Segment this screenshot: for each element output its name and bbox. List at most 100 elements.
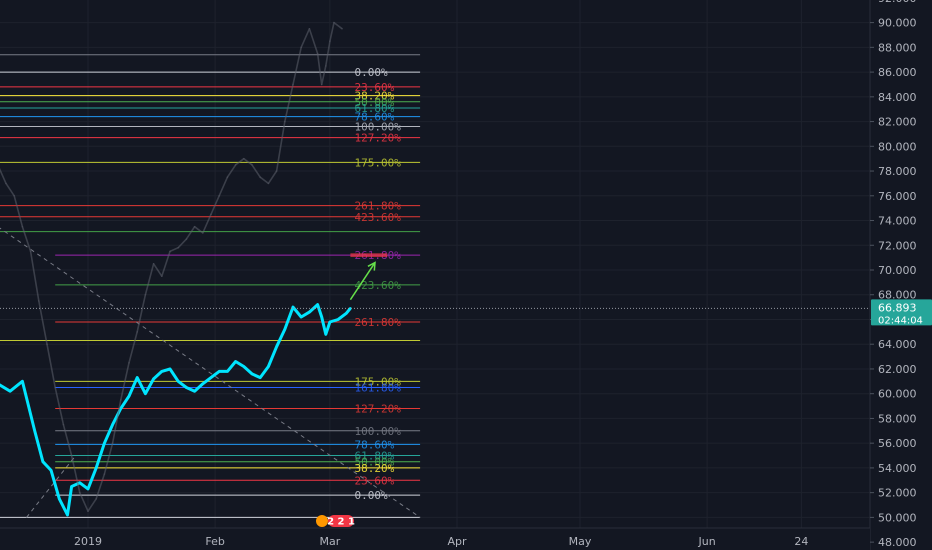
- fib-level-label: 175.00%: [355, 375, 402, 388]
- price-tick-label: 90.000: [878, 17, 917, 30]
- ghost-price-point: [177, 246, 179, 249]
- price-tick-label: 64.000: [878, 338, 917, 351]
- price-tick-label: 56.000: [878, 437, 917, 450]
- trendline: [0, 227, 421, 518]
- ghost-price-point: [169, 250, 171, 253]
- price-point: [259, 376, 262, 379]
- price-point: [177, 380, 180, 383]
- ghost-price-point: [46, 343, 48, 346]
- price-tick-label: 86.000: [878, 66, 917, 79]
- price-point: [193, 390, 196, 393]
- price-point: [275, 345, 278, 348]
- price-point: [209, 376, 213, 379]
- fib-level-label: 38.20%: [355, 462, 395, 475]
- price-point: [111, 423, 114, 426]
- events-badge-text: 2 2 1: [327, 517, 355, 528]
- fib-levels: 0.00%23.60%38.20%50.00%61.80%78.60%100.0…: [0, 66, 421, 502]
- ghost-price-point: [79, 491, 81, 494]
- price-point: [21, 380, 24, 383]
- ghost-price-point: [308, 27, 311, 30]
- fib-level-label: 78.60%: [355, 111, 395, 124]
- fib-level-label: 23.60%: [355, 81, 395, 94]
- price-point: [324, 333, 327, 336]
- ghost-price-point: [21, 225, 24, 228]
- price-point: [66, 513, 69, 517]
- ghost-price-point: [218, 194, 220, 197]
- ghost-price-point: [185, 238, 188, 240]
- countdown-value: 02:44:04: [878, 315, 923, 326]
- fib-level-label: 127.20%: [355, 132, 402, 145]
- ghost-price-point: [5, 182, 7, 185]
- price-tick-label: 68.000: [878, 289, 917, 302]
- horizontal-lines: [0, 54, 421, 518]
- ghost-price-line: [0, 21, 343, 513]
- fib-level-label: 175.00%: [355, 156, 402, 169]
- price-series: [0, 21, 352, 517]
- time-tick-label: Apr: [447, 535, 467, 548]
- events-icon[interactable]: [316, 515, 328, 527]
- ghost-price-point: [325, 65, 327, 67]
- price-tick-label: 92.000: [878, 0, 917, 5]
- price-point: [8, 390, 12, 393]
- price-tick-label: 58.000: [878, 412, 917, 425]
- fib-level-label: 261.80%: [355, 200, 402, 213]
- price-point: [218, 370, 221, 373]
- fib-level-label: 423.60%: [355, 211, 402, 224]
- ghost-price-point: [161, 275, 163, 277]
- price-point: [95, 466, 98, 470]
- fib-level-label: 423.60%: [355, 279, 402, 292]
- trendlines: [0, 227, 421, 518]
- price-point: [58, 497, 61, 501]
- time-tick-label: Mar: [320, 535, 341, 548]
- time-tick-label: 2019: [74, 535, 102, 548]
- time-axis-panel[interactable]: [0, 528, 870, 550]
- fib-level-label: 78.60%: [355, 438, 395, 451]
- price-point: [336, 318, 340, 321]
- price-point: [103, 441, 106, 445]
- ghost-price-point: [284, 120, 286, 123]
- price-point: [49, 469, 53, 472]
- price-tick-label: 74.000: [878, 215, 917, 228]
- time-tick-label: Jun: [698, 535, 716, 548]
- fib-level-label: 161.80%: [355, 382, 402, 395]
- ghost-price-point: [13, 194, 15, 197]
- trendline: [26, 455, 77, 518]
- ghost-price-point: [70, 454, 73, 457]
- ghost-price-point: [300, 46, 303, 49]
- price-tick-label: 48.000: [878, 536, 917, 549]
- price-tick-label: 84.000: [878, 91, 917, 104]
- time-tick-label: May: [569, 535, 592, 548]
- price-tick-label: 78.000: [878, 165, 917, 178]
- fib-level-label: 100.00%: [355, 425, 402, 438]
- price-tick-label: 76.000: [878, 190, 917, 203]
- price-tick-label: 80.000: [878, 140, 917, 153]
- price-axis[interactable]: 92.000 90.000 88.000 86.000 84.000 82.000 80.0…: [869, 0, 932, 550]
- ghost-price-point: [210, 213, 212, 216]
- price-tick-label: 82.000: [878, 116, 917, 129]
- price-point: [160, 370, 163, 373]
- ghost-price-point: [316, 52, 319, 55]
- price-point: [41, 460, 45, 463]
- time-axis[interactable]: 2019 Feb Mar Apr May Jun 24 2 2 1: [0, 515, 870, 550]
- price-point: [168, 367, 172, 371]
- events-badge[interactable]: [328, 515, 354, 527]
- target-zone: [350, 253, 388, 258]
- ghost-price-point: [243, 157, 245, 160]
- price-tick-label: 54.000: [878, 462, 917, 475]
- price-point: [267, 365, 270, 368]
- price-point: [201, 382, 204, 385]
- price-tick-label: 50.000: [878, 511, 917, 524]
- price-tick-label: 52.000: [878, 487, 917, 500]
- ghost-price-point: [38, 300, 40, 302]
- price-axis-panel[interactable]: [870, 0, 932, 550]
- price-point: [144, 392, 147, 395]
- ghost-price-point: [152, 263, 155, 265]
- price-point: [86, 487, 90, 491]
- time-tick-label: 24: [794, 535, 808, 548]
- price-point: [308, 310, 311, 314]
- price-point: [242, 365, 245, 368]
- ghost-price-point: [128, 361, 130, 364]
- price-point: [152, 377, 155, 381]
- price-point: [291, 305, 295, 309]
